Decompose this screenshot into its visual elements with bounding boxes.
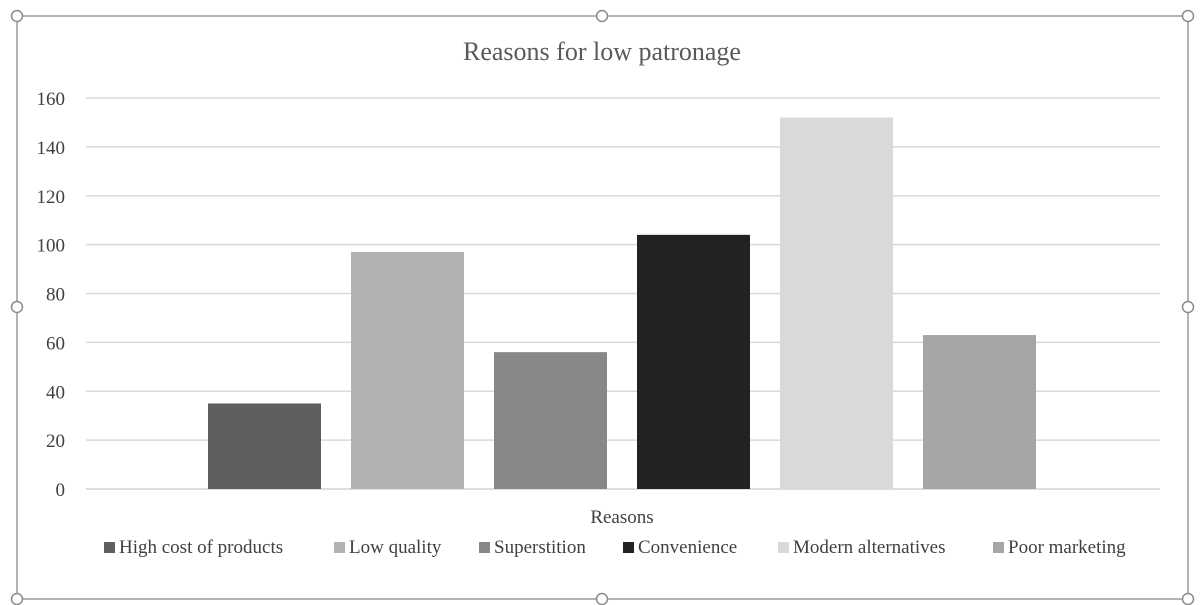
y-tick-label: 40	[46, 382, 65, 403]
legend-label: Poor marketing	[1008, 537, 1126, 558]
resize-handle[interactable]	[1181, 9, 1195, 23]
chart-selection-border	[16, 15, 1189, 600]
legend-label: High cost of products	[119, 537, 283, 558]
chart-title: Reasons for low patronage	[463, 37, 741, 66]
legend-swatch	[993, 542, 1004, 553]
resize-handle[interactable]	[10, 592, 24, 605]
resize-handle[interactable]	[1181, 592, 1195, 605]
legend-label: Superstition	[494, 537, 586, 558]
legend-swatch	[778, 542, 789, 553]
resize-handle[interactable]	[1181, 300, 1195, 314]
bar-low-quality	[351, 251, 464, 489]
legend-swatch	[479, 542, 490, 553]
bar-convenience	[637, 234, 750, 489]
y-tick-label: 20	[46, 431, 65, 452]
bar-high-cost-of-products	[208, 403, 321, 489]
y-tick-label: 160	[37, 89, 66, 110]
bar-poor-marketing	[923, 335, 1036, 489]
bar-modern-alternatives	[780, 117, 893, 490]
y-tick-label: 140	[37, 138, 66, 159]
y-tick-label: 60	[46, 333, 65, 354]
legend: High cost of products Low quality Supersti…	[104, 537, 1126, 558]
resize-handle[interactable]	[10, 300, 24, 314]
x-axis-label: Reasons	[590, 507, 653, 528]
legend-swatch	[334, 542, 345, 553]
resize-handle[interactable]	[595, 592, 609, 605]
legend-swatch	[104, 542, 115, 553]
resize-handle[interactable]	[595, 9, 609, 23]
resize-handle[interactable]	[10, 9, 24, 23]
y-tick-label: 80	[46, 285, 65, 306]
resize-handles	[10, 9, 1195, 605]
bars	[208, 117, 1036, 490]
legend-label: Convenience	[638, 537, 737, 558]
y-tick-label: 100	[37, 236, 66, 257]
y-axis-tick-labels: 0 20 40 60 80 100 120 140 160	[37, 89, 66, 501]
y-tick-label: 120	[37, 187, 66, 208]
legend-swatch	[623, 542, 634, 553]
y-tick-label: 0	[56, 480, 66, 501]
legend-label: Low quality	[349, 537, 442, 558]
bar-superstition	[494, 352, 607, 489]
legend-label: Modern alternatives	[793, 537, 945, 558]
